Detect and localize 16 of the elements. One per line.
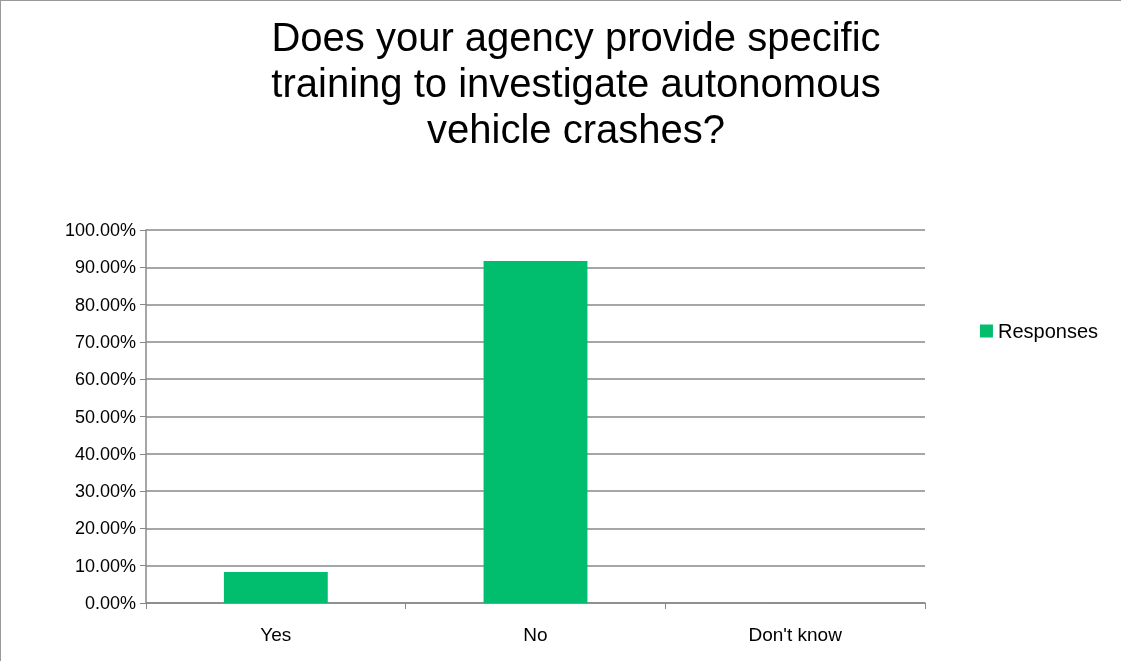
x-tick-label: Yes xyxy=(260,624,292,645)
y-tick-label: 100.00% xyxy=(64,220,136,240)
x-tick-label: Don't know xyxy=(748,624,843,645)
y-tick-label: 50.00% xyxy=(74,406,136,427)
chart-title: Does your agency provide specific training to investigate autonomous vehicle crashes? xyxy=(271,15,881,151)
y-tick-label: 90.00% xyxy=(74,257,136,278)
y-tick-label: 20.00% xyxy=(74,518,136,539)
y-tick-label: 0.00% xyxy=(84,593,136,613)
legend-label: Responses xyxy=(997,320,1098,342)
y-tick-label: 30.00% xyxy=(74,481,136,502)
y-tick-label: 10.00% xyxy=(74,555,136,576)
y-tick-label: 80.00% xyxy=(74,294,136,315)
x-tick-label: No xyxy=(523,624,548,645)
y-tick-label: 60.00% xyxy=(74,369,136,390)
y-tick-label: 40.00% xyxy=(74,443,136,464)
y-tick-label: 70.00% xyxy=(74,331,136,352)
